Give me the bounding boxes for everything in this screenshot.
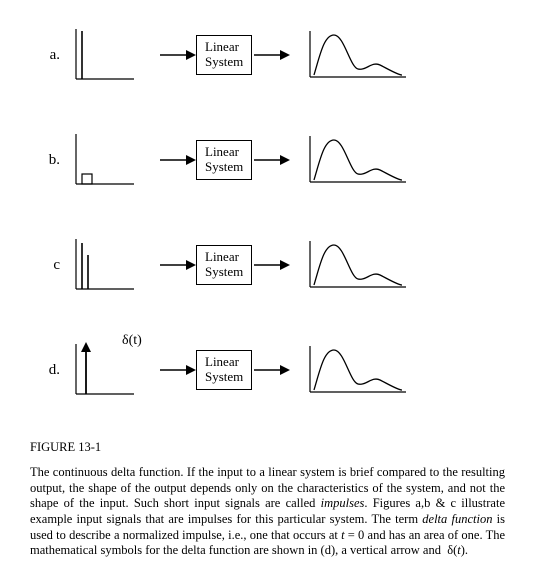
arrow-right-icon	[252, 363, 290, 377]
arrow-right-icon	[158, 153, 196, 167]
row-label: c	[30, 257, 68, 274]
arrow-system-arrow: Linear System	[158, 35, 290, 75]
diagram-row-c: c Linear System	[30, 230, 505, 300]
arrow-right-icon	[158, 258, 196, 272]
box-line1: Linear	[205, 249, 239, 264]
output-plot	[302, 25, 412, 85]
arrow-system-arrow: Linear System	[158, 140, 290, 180]
row-label: d.	[30, 362, 68, 379]
row-label: b.	[30, 152, 68, 169]
diagram-row-b: b. Linear System	[30, 125, 505, 195]
box-line2: System	[205, 369, 243, 384]
arrow-system-arrow: Linear System	[158, 350, 290, 390]
linear-system-box: Linear System	[196, 245, 252, 285]
arrow-system-arrow: Linear System	[158, 245, 290, 285]
output-plot	[302, 130, 412, 190]
input-plot-b	[68, 130, 140, 190]
figure-caption-title: FIGURE 13-1	[30, 440, 505, 455]
arrow-right-icon	[158, 363, 196, 377]
box-line1: Linear	[205, 144, 239, 159]
output-plot	[302, 340, 412, 400]
linear-system-box: Linear System	[196, 35, 252, 75]
arrow-right-icon	[252, 153, 290, 167]
box-line2: System	[205, 159, 243, 174]
row-label: a.	[30, 47, 68, 64]
input-plot-a	[68, 25, 140, 85]
arrow-right-icon	[252, 258, 290, 272]
diagram-row-a: a. Linear System	[30, 20, 505, 90]
figure-page: a. Linear System	[0, 0, 535, 577]
linear-system-box: Linear System	[196, 140, 252, 180]
figure-caption-body: The continuous delta function. If the in…	[30, 465, 505, 559]
output-plot	[302, 235, 412, 295]
input-plot-c	[68, 235, 140, 295]
diagram-row-d: d. δ(t) Linear System	[30, 335, 505, 405]
box-line1: Linear	[205, 39, 239, 54]
delta-label: δ(t)	[122, 333, 142, 349]
input-plot-d	[68, 340, 140, 400]
box-line2: System	[205, 54, 243, 69]
linear-system-box: Linear System	[196, 350, 252, 390]
arrow-right-icon	[158, 48, 196, 62]
box-line2: System	[205, 264, 243, 279]
arrow-right-icon	[252, 48, 290, 62]
box-line1: Linear	[205, 354, 239, 369]
